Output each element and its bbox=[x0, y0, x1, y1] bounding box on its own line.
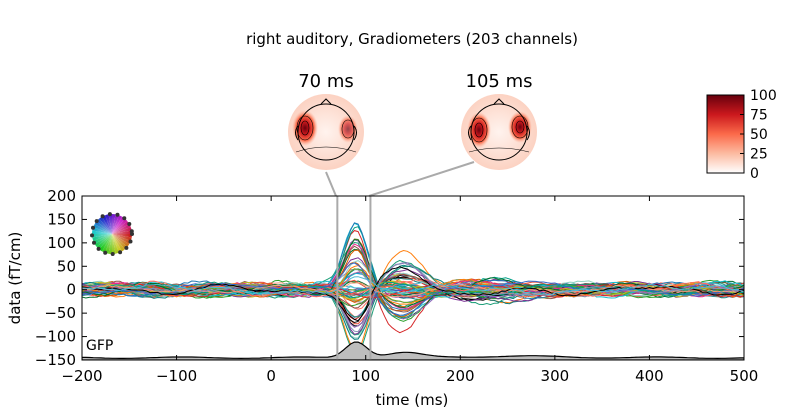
topomap-105ms: 105 ms bbox=[461, 71, 537, 170]
gfp-label: GFP bbox=[86, 338, 113, 354]
topomap-ear-right bbox=[353, 125, 357, 141]
topomap-label-105ms: 105 ms bbox=[466, 71, 533, 92]
channel-trace bbox=[82, 273, 744, 309]
x-tick-label: 100 bbox=[351, 367, 380, 385]
colorbar-tick-label: 0 bbox=[750, 166, 759, 182]
y-tick-label: −50 bbox=[44, 304, 76, 322]
y-tick-label: −100 bbox=[35, 328, 76, 346]
y-tick-label: 200 bbox=[47, 187, 76, 205]
topomap-ear-right bbox=[526, 125, 530, 141]
x-tick-label: −100 bbox=[156, 367, 197, 385]
connector-70ms bbox=[325, 171, 337, 197]
figure-title: right auditory, Gradiometers (203 channe… bbox=[246, 30, 578, 48]
connector-105ms bbox=[368, 161, 475, 197]
plot-frame bbox=[81, 195, 745, 361]
channel-trace bbox=[82, 276, 744, 296]
colorbar: 100 75 50 25 0 bbox=[706, 88, 777, 182]
channel-trace bbox=[82, 282, 744, 298]
y-tick-label: 150 bbox=[47, 210, 76, 228]
channel-trace bbox=[82, 261, 744, 333]
topomap-ear-left bbox=[468, 125, 472, 141]
x-tick-label: −200 bbox=[61, 367, 102, 385]
topomap-nose bbox=[493, 98, 505, 105]
topomap-head-outline bbox=[297, 103, 355, 161]
x-tick-label: 300 bbox=[541, 367, 570, 385]
topomap-hotspot-left bbox=[292, 110, 318, 146]
topomap-label-70ms: 70 ms bbox=[298, 71, 354, 92]
topomap-connectors bbox=[325, 161, 475, 197]
topomap-70ms: 70 ms bbox=[288, 71, 364, 170]
x-axis-label: time (ms) bbox=[376, 391, 449, 409]
gfp-area bbox=[82, 341, 744, 360]
x-tick-label: 0 bbox=[266, 367, 276, 385]
x-tick-label: 500 bbox=[730, 367, 759, 385]
y-tick-label: 100 bbox=[47, 234, 76, 252]
y-tick-label: 50 bbox=[57, 257, 76, 275]
channel-trace bbox=[82, 230, 744, 334]
y-tick-label: −150 bbox=[35, 351, 76, 369]
topomap-nose bbox=[320, 98, 332, 105]
main-axes: −200 −100 0 100 200 300 400 500 200150100500−50… bbox=[6, 187, 758, 409]
colorbar-tick-label: 50 bbox=[750, 127, 768, 143]
sensor-color-legend bbox=[90, 212, 134, 256]
x-tick-label: 400 bbox=[635, 367, 664, 385]
topomap-ear-left bbox=[295, 125, 299, 141]
colorbar-gradient bbox=[706, 94, 745, 174]
x-tick-label: 200 bbox=[446, 367, 475, 385]
y-axis-label: data (fT/cm) bbox=[6, 232, 24, 325]
topomap-hotspot-right bbox=[508, 111, 532, 143]
topomap-hotspot-right bbox=[338, 115, 358, 143]
colorbar-tick-label: 100 bbox=[750, 88, 777, 104]
colorbar-tick-label: 75 bbox=[750, 108, 768, 124]
colorbar-tick-label: 25 bbox=[750, 147, 768, 163]
topomap-head-outline bbox=[470, 103, 528, 161]
y-tick-label: 0 bbox=[66, 281, 76, 299]
